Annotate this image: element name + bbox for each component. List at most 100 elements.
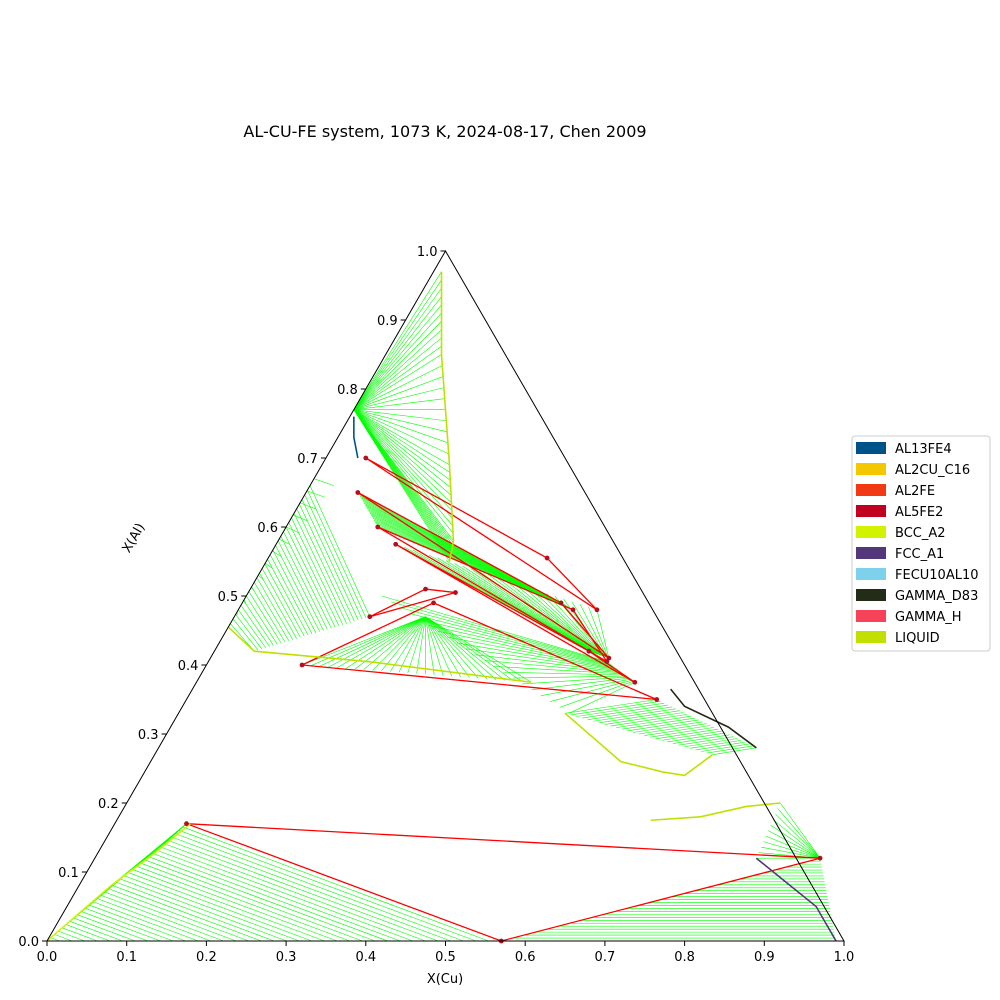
tie-line	[546, 593, 605, 657]
x-tick-label: 0.0	[37, 950, 58, 965]
legend-swatch	[856, 463, 886, 475]
tie-line	[353, 354, 442, 410]
tie-line	[425, 616, 514, 682]
tie-line	[429, 554, 593, 653]
tie-line	[345, 616, 426, 669]
tie-line	[70, 921, 123, 942]
phase-boundary	[227, 626, 532, 684]
x-axis-label: X(Cu)	[427, 972, 463, 987]
tie-triangle	[395, 543, 636, 683]
tie-line	[353, 345, 442, 410]
tie-line	[425, 616, 505, 681]
tie-triangle-group	[186, 457, 821, 942]
tie-line	[291, 517, 344, 625]
tie-line	[301, 499, 359, 621]
tie-line	[437, 557, 594, 653]
tie-line	[425, 616, 479, 679]
x-tick-label: 0.4	[355, 950, 376, 965]
tie-line	[132, 869, 325, 942]
tie-line	[275, 545, 320, 632]
tie-line	[307, 490, 367, 618]
tie-line	[77, 914, 149, 942]
tie-line	[353, 409, 451, 488]
tie-line	[627, 719, 699, 732]
tie-line	[50, 937, 60, 942]
x-axis-ticks: 0.0 0.1 0.2 0.3 0.4 0.5 0.6 0.7 0.8 0.9 1.0	[37, 941, 854, 965]
tie-line	[559, 680, 634, 708]
y-tick-label: 0.8	[337, 383, 358, 398]
y-axis-label: X(Al)	[120, 521, 149, 556]
tie-line	[147, 856, 376, 942]
tie-line	[445, 560, 595, 654]
tie-line	[243, 599, 247, 604]
tie-line	[277, 540, 324, 631]
tie-line	[565, 699, 657, 714]
y-tick-label: 0.2	[98, 797, 119, 812]
tie-line	[661, 730, 722, 741]
phase-point	[453, 590, 458, 595]
tie-line	[389, 616, 426, 672]
tie-line	[283, 531, 332, 629]
tie-line	[616, 715, 692, 728]
tie-line	[124, 875, 300, 942]
tie-line	[306, 490, 326, 498]
tie-line	[644, 725, 711, 736]
y-tick-label: 0.7	[297, 452, 318, 467]
tie-line	[112, 885, 262, 942]
tie-line	[353, 304, 442, 410]
y-tick-label: 0.4	[178, 659, 199, 674]
tie-line	[235, 614, 263, 650]
tie-line	[706, 745, 753, 754]
tie-line	[425, 616, 444, 676]
tie-line	[522, 676, 628, 685]
phase-boundary	[440, 271, 455, 562]
tie-line	[610, 714, 688, 727]
tie-line	[582, 704, 669, 719]
tie-line	[248, 591, 282, 644]
tie-line	[425, 616, 435, 675]
tie-line	[261, 568, 301, 638]
y-tick-label: 0.6	[257, 521, 278, 536]
tie-line	[416, 616, 426, 674]
tie-line	[353, 376, 444, 410]
tie-line	[93, 901, 199, 942]
tie-line	[772, 819, 821, 859]
tie-line	[437, 630, 616, 669]
phase-point	[594, 607, 600, 613]
tie-line	[116, 882, 275, 942]
tie-line	[456, 642, 619, 671]
tie-line	[425, 616, 470, 678]
tie-line	[621, 717, 696, 730]
tie-line	[678, 736, 734, 746]
y-tick-label: 0.5	[218, 590, 239, 605]
x-tick-label: 0.6	[515, 950, 536, 965]
tie-line	[419, 619, 613, 666]
tie-line	[494, 666, 624, 675]
tie-line	[398, 616, 426, 673]
tie-line	[503, 671, 626, 676]
tie-line	[353, 409, 453, 519]
tie-line	[604, 712, 684, 725]
tie-line	[309, 485, 371, 617]
tie-line	[170, 836, 451, 942]
tie-line	[288, 522, 340, 627]
tie-triangle	[299, 602, 657, 701]
tie-line	[264, 563, 305, 637]
legend-label: AL2FE	[895, 484, 935, 499]
tie-line	[353, 409, 453, 526]
legend: AL13FE4 AL2CU_C16 AL2FE AL5FE2 BCC_A2 FCC_A1 F…	[851, 435, 991, 652]
tie-line	[81, 911, 161, 942]
tie-line	[159, 846, 414, 942]
phase-point	[367, 614, 373, 620]
phase-point	[184, 821, 189, 827]
tie-line	[256, 577, 294, 640]
tie-line	[299, 502, 317, 510]
tie-line	[353, 409, 454, 534]
tie-line	[293, 513, 347, 624]
tie-line	[62, 927, 98, 942]
y-tick-label: 0.0	[18, 935, 39, 950]
tie-line	[353, 312, 442, 410]
tie-line	[174, 833, 464, 942]
legend-swatch	[856, 589, 886, 601]
tie-line	[166, 839, 439, 942]
